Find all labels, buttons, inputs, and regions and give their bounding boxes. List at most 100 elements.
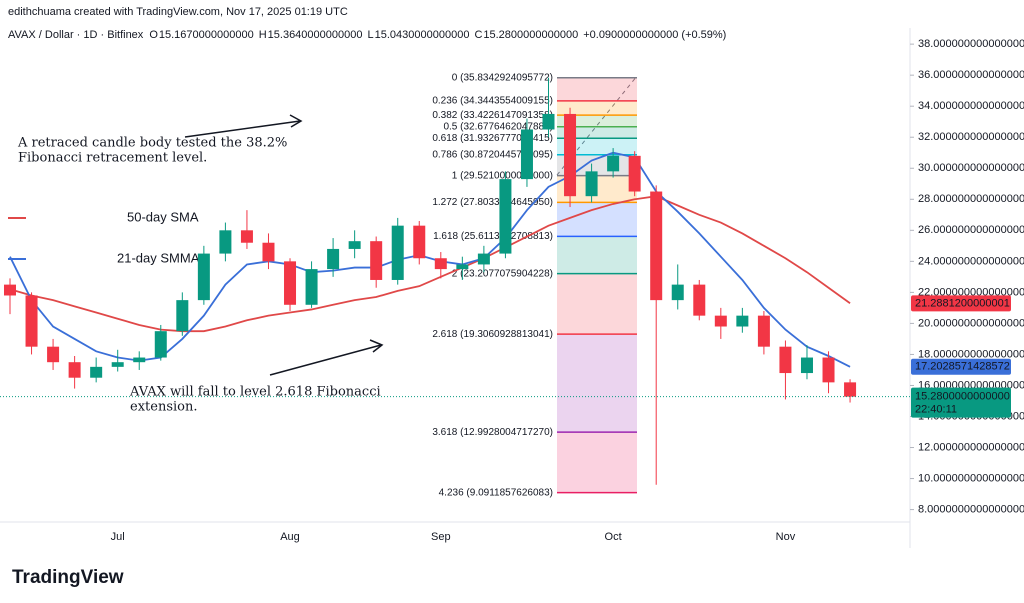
candle-body xyxy=(154,331,167,358)
candle-body xyxy=(736,315,749,327)
candle-body xyxy=(585,171,598,197)
fib-label: 0.5 (32.6776462047886) xyxy=(443,121,553,132)
sma-line xyxy=(9,151,851,368)
candle-body xyxy=(284,261,297,305)
candle-body xyxy=(370,241,383,280)
candle-body xyxy=(391,225,404,280)
fib-band xyxy=(557,126,637,139)
candle-body xyxy=(219,230,232,254)
candle-body xyxy=(822,357,835,383)
ohlc-value: 15.2800000000000 xyxy=(483,29,578,41)
y-tick-label: 8.0000000000000000 xyxy=(918,503,1024,515)
candle-body xyxy=(477,253,490,265)
sma-line xyxy=(9,195,851,333)
fib-label: 0.786 (30.8720445756095) xyxy=(432,149,553,160)
candle-body xyxy=(262,242,275,262)
candle-body xyxy=(327,248,340,270)
y-tick-label: 38.0000000000000000 xyxy=(918,38,1024,50)
candle-body xyxy=(671,284,684,301)
y-tick-label: 32.0000000000000000 xyxy=(918,131,1024,143)
attribution: edithchuama created with TradingView.com… xyxy=(8,6,348,18)
fib-label: 2.618 (19.3060928813041) xyxy=(432,329,553,340)
ohlc-key: L xyxy=(367,29,373,41)
fib-band xyxy=(557,334,637,433)
candle-body xyxy=(197,253,210,301)
fib-band xyxy=(557,115,637,127)
fib-label: 3.618 (12.9928004717270) xyxy=(432,427,553,438)
fib-label: 0.382 (33.4226147091358) xyxy=(432,110,553,121)
candle-body xyxy=(133,357,146,363)
price-tag-countdown: 22:40:11 xyxy=(915,404,957,416)
candle-body xyxy=(111,362,124,367)
price-tag-label: 15.2800000000000 xyxy=(915,391,1010,403)
fib-label: 0.236 (34.3443554009155) xyxy=(432,95,553,106)
price-tag-label: 21.2881200000001 xyxy=(915,297,1010,309)
candle-body xyxy=(434,258,447,270)
price-tag xyxy=(911,295,1011,312)
candle-body xyxy=(650,191,663,301)
fib-trend-line xyxy=(556,75,638,176)
y-tick-label: 12.0000000000000000 xyxy=(918,441,1024,453)
y-tick-label: 26.0000000000000000 xyxy=(918,224,1024,236)
candle-body xyxy=(542,113,555,130)
candle-body xyxy=(779,346,792,374)
candle-body xyxy=(628,155,641,192)
y-tick-label: 20.0000000000000000 xyxy=(918,317,1024,329)
annotation: Fibonacci retracement level. xyxy=(18,151,207,166)
fib-label: 1 (29.5210000000000) xyxy=(452,170,553,181)
y-tick-label: 18.0000000000000000 xyxy=(918,348,1024,360)
candle-body xyxy=(456,264,469,270)
arrow-head xyxy=(289,114,303,128)
ohlc-value: 15.0430000000000 xyxy=(375,29,470,41)
candle-body xyxy=(413,225,426,259)
price-tag xyxy=(911,387,1011,418)
legend-label: 21-day SMMA xyxy=(117,250,200,265)
y-tick-label: 22.0000000000000000 xyxy=(918,286,1024,298)
legend-label: 50-day SMA xyxy=(127,209,199,224)
x-tick-label: Nov xyxy=(776,531,796,543)
fib-label: 1.618 (25.6113852708813) xyxy=(433,231,553,242)
x-tick-label: Oct xyxy=(605,531,622,543)
ohlc-value: 15.1670000000000 xyxy=(159,29,254,41)
candle-body xyxy=(844,382,857,397)
ohlc-key: C xyxy=(474,29,482,41)
y-tick-label: 34.0000000000000000 xyxy=(918,100,1024,112)
x-tick-label: Sep xyxy=(431,531,451,543)
candle-body xyxy=(240,230,253,243)
annotation: AVAX will fall to level 2.618 Fibonacci xyxy=(129,385,381,400)
footer-logo: TradingView xyxy=(12,567,124,588)
candle-body xyxy=(499,179,512,254)
y-tick-label: 28.0000000000000000 xyxy=(918,193,1024,205)
candle-body xyxy=(47,346,60,363)
x-tick-label: Aug xyxy=(280,531,300,543)
fib-band xyxy=(557,138,637,155)
fib-label: 0.618 (31.9326777004415) xyxy=(432,133,553,144)
candle-body xyxy=(348,241,361,249)
ohlc-value: 15.3640000000000 xyxy=(268,29,363,41)
annotation: extension. xyxy=(130,400,197,415)
y-tick-label: 24.0000000000000000 xyxy=(918,255,1024,267)
y-tick-label: 30.0000000000000000 xyxy=(918,162,1024,174)
fib-label: 2 (23.2077075904228) xyxy=(452,268,553,279)
fib-band xyxy=(557,202,637,237)
fib-label: 0 (35.8342924095772) xyxy=(452,72,553,83)
symbol: AVAX / Dollar · 1D · Bitfinex xyxy=(8,29,144,41)
fib-band xyxy=(557,236,637,274)
arrow xyxy=(184,120,301,138)
fib-band xyxy=(557,273,637,335)
x-tick-label: Jul xyxy=(111,531,125,543)
annotation: A retraced candle body tested the 38.2% xyxy=(17,136,287,151)
change: +0.0900000000000 (+0.59%) xyxy=(583,29,726,41)
price-tag-label: 17.2028571428572 xyxy=(915,361,1010,373)
candle-body xyxy=(90,366,103,378)
fib-band xyxy=(557,100,637,116)
fib-label: 4.236 (9.0911857626083) xyxy=(439,487,553,498)
candle-body xyxy=(800,357,813,374)
candle-body xyxy=(520,129,533,180)
candle-body xyxy=(693,284,706,316)
arrow xyxy=(269,344,382,376)
fib-band xyxy=(557,77,637,101)
